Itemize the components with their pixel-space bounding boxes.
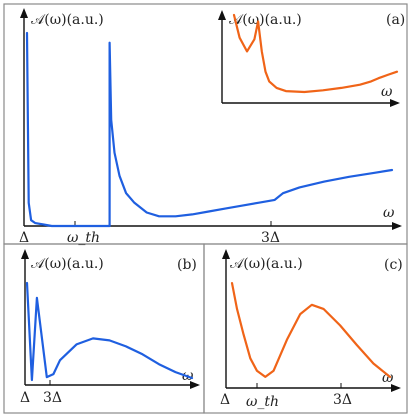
- panel-b-series-line: [25, 281, 194, 382]
- panel-c-xtick-wth: ω_th: [246, 394, 279, 410]
- panel-b-xtick-3delta: 3Δ: [43, 390, 62, 406]
- panel-b-letter: (b): [177, 257, 197, 273]
- panel-a-xtick-delta: Δ: [19, 230, 29, 246]
- panel-b-ylabel: 𝒜(ω)(a.u.): [31, 256, 104, 272]
- panel-c-frame: [203, 243, 408, 414]
- panel-c-xtick-3delta: 3Δ: [333, 392, 352, 408]
- panel-c-ylabel: 𝒜(ω)(a.u.): [230, 256, 303, 272]
- panel-a-ylabel: 𝒜(ω)(a.u.): [31, 12, 104, 28]
- panel-a-frame: [3, 3, 408, 245]
- panel-c: 𝒜(ω)(a.u.) (c) ω Δ ω_th 3Δ: [220, 249, 403, 410]
- inset-xlabel: ω: [381, 84, 393, 100]
- panel-b: 𝒜(ω)(a.u.) (b) ω Δ 3Δ: [20, 249, 200, 406]
- panel-a-series-line: [25, 31, 394, 228]
- panel-a: 𝒜(ω)(a.u.) (a) ω Δ ω_th 3Δ: [19, 8, 405, 246]
- inset-ylabel: 𝒜(ω)(a.u.): [229, 12, 302, 28]
- panel-a-xtick-wth: ω_th: [67, 230, 100, 246]
- panel-a-y-arrow: [20, 8, 28, 18]
- panel-c-x-arrow: [391, 384, 401, 392]
- panel-c-y-arrow: [222, 249, 230, 259]
- panel-c-letter: (c): [384, 257, 403, 273]
- panel-c-xtick-delta: Δ: [220, 392, 230, 408]
- panel-a-x-arrow: [392, 222, 402, 230]
- panel-b-x-arrow: [190, 381, 200, 389]
- panel-c-series-line: [230, 282, 392, 378]
- panel-b-xtick-delta: Δ: [20, 390, 30, 406]
- panel-a-xlabel: ω: [383, 205, 395, 221]
- panel-a-xtick-3delta: 3Δ: [261, 230, 280, 246]
- inset-x-arrow: [390, 99, 400, 107]
- inset-y-arrow: [218, 10, 226, 20]
- panel-a-letter: (a): [386, 12, 405, 28]
- inset-series-line: [232, 13, 399, 94]
- panel-b-y-arrow: [21, 249, 29, 259]
- panel-a-inset: 𝒜(ω)(a.u.) ω: [218, 10, 400, 107]
